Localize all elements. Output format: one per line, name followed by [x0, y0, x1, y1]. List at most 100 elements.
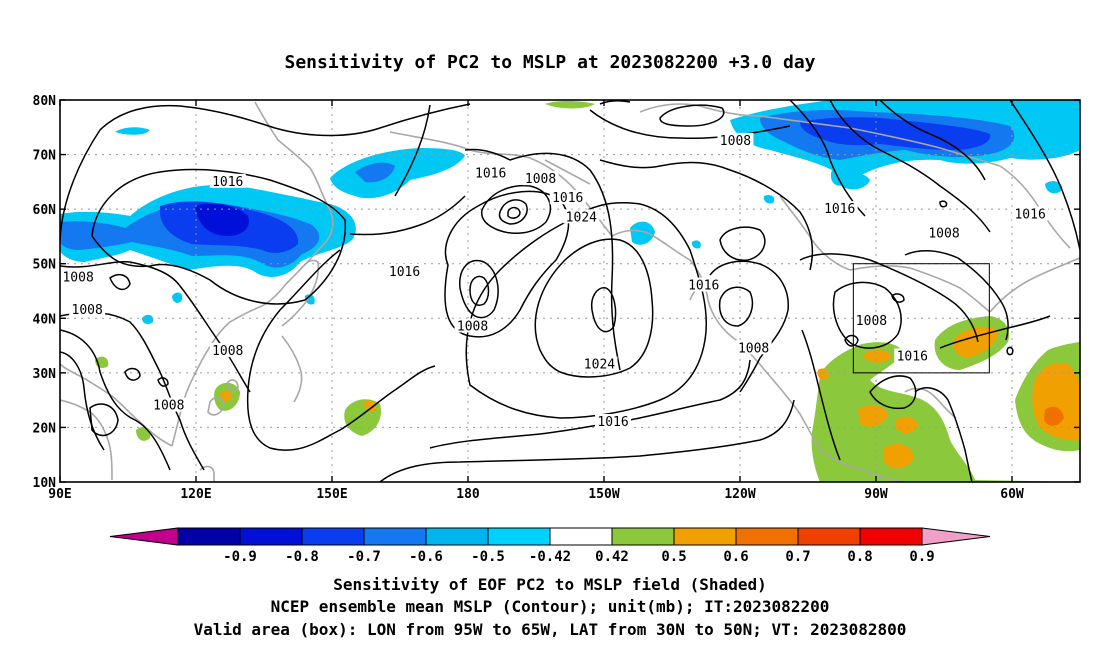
colorbar-swatch — [363, 527, 427, 546]
contour-label-bg — [595, 413, 632, 428]
contour-label: 1008 — [720, 134, 751, 149]
colorbar-label: -0.42 — [529, 549, 571, 565]
colorbar-label: 0.8 — [847, 549, 872, 565]
contour-label: 1016 — [475, 167, 506, 182]
colorbar-swatch — [425, 527, 489, 546]
lat-tick-label: 40N — [33, 312, 57, 327]
contour-label-bg — [69, 302, 106, 317]
lat-tick-label: 80N — [33, 94, 57, 109]
contour-label-bg — [522, 171, 559, 186]
caption-line-1: Sensitivity of EOF PC2 to MSLP field (Sh… — [333, 575, 766, 594]
contour-label: 1008 — [153, 399, 184, 414]
lat-tick-label: 30N — [33, 367, 57, 382]
colorbar-swatch — [859, 527, 923, 546]
contour-label: 1008 — [525, 172, 556, 187]
negative-sensitivity-shading — [60, 100, 1080, 325]
contour-label: 1008 — [856, 314, 887, 329]
caption-line-3: Valid area (box): LON from 95W to 65W, L… — [194, 620, 907, 639]
contour-label: 1024 — [584, 358, 615, 373]
contour-labels: 1016 1008 1008 1008 1008 1016 1016 1008 1016 1024… — [60, 132, 1049, 430]
contour-label: 1024 — [566, 210, 597, 225]
colorbar-swatch — [611, 527, 675, 546]
colorbar: -0.9 -0.8 -0.7 -0.6 -0.5 -0.42 0.42 0.5 0.6 0.7 0.… — [109, 527, 991, 565]
map-frame — [59, 99, 1081, 483]
contour-label: 1016 — [688, 279, 719, 294]
contour-label: 1016 — [824, 202, 855, 217]
contour-label-bg — [549, 190, 586, 205]
lat-lon-gridlines — [60, 100, 1080, 482]
colorbar-swatch — [797, 527, 861, 546]
positive-sensitivity-shading — [95, 101, 1080, 482]
contour-label-bg — [685, 277, 722, 292]
contour-label-bg — [581, 356, 618, 371]
colorbar-swatch — [673, 527, 737, 546]
valid-area-box — [852, 263, 990, 374]
mslp-contours — [60, 100, 1080, 482]
contour-label-bg — [60, 269, 97, 284]
colorbar-label: -0.5 — [471, 549, 505, 565]
lat-tick-label: 60N — [33, 203, 57, 218]
colorbar-swatch — [177, 527, 241, 546]
contour-label-bg — [472, 165, 509, 180]
colorbar-swatch — [109, 527, 179, 546]
colorbar-label: -0.9 — [223, 549, 257, 565]
contour-label: 1008 — [62, 270, 93, 285]
colorbar-label: 0.5 — [661, 549, 686, 565]
colorbar-swatch — [921, 527, 991, 546]
contour-label: 1016 — [597, 415, 628, 430]
contour-label-bg — [735, 340, 772, 355]
contour-label: 1016 — [1014, 208, 1045, 223]
map-title: Sensitivity of PC2 to MSLP at 2023082200… — [284, 52, 815, 73]
colorbar-label: 0.7 — [785, 549, 810, 565]
contour-label: 1008 — [928, 227, 959, 242]
contour-label: 1008 — [457, 319, 488, 334]
map-panel: 1016 1008 1008 1008 1008 1016 1016 1008 1016 1024… — [33, 94, 1081, 502]
lon-tick-label: 120E — [180, 487, 211, 502]
colorbar-swatch — [239, 527, 303, 546]
lon-tick-label: 120W — [724, 487, 755, 502]
contour-label-bg — [717, 132, 754, 147]
contour-label-bg — [150, 397, 187, 412]
lat-tick-label: 20N — [33, 421, 57, 436]
lon-tick-label: 90W — [864, 487, 888, 502]
colorbar-swatch — [487, 527, 551, 546]
contour-label: 1016 — [389, 265, 420, 280]
contour-label-bg — [926, 225, 962, 240]
contour-label: 1008 — [212, 344, 243, 359]
contour-label-bg — [209, 343, 246, 358]
colorbar-swatch — [301, 527, 365, 546]
contour-label-bg — [386, 263, 423, 278]
contour-label-bg — [853, 313, 890, 328]
contour-label: 1016 — [552, 191, 583, 206]
colorbar-label: -0.8 — [285, 549, 319, 565]
axis-ticks: 90E 120E 150E 180 150W 120W 90W 60W 10N 20N 30N 40N… — [33, 94, 1080, 502]
lat-tick-label: 50N — [33, 258, 57, 273]
contour-label-bg — [894, 348, 931, 363]
colorbar-label: 0.42 — [595, 549, 629, 565]
coastlines — [60, 101, 1080, 482]
colorbar-swatch — [549, 527, 613, 546]
lon-tick-label: 60W — [1000, 487, 1024, 502]
contour-label-bg — [563, 209, 600, 224]
contour-label: 1016 — [897, 349, 928, 364]
contour-label-bg — [209, 173, 246, 188]
lon-tick-label: 180 — [456, 487, 480, 502]
contour-label-bg — [454, 318, 491, 333]
colorbar-label: -0.7 — [347, 549, 381, 565]
lat-tick-label: 70N — [33, 149, 57, 164]
contour-label-bg — [1012, 206, 1049, 221]
colorbar-label: 0.6 — [723, 549, 748, 565]
colorbar-label: -0.6 — [409, 549, 443, 565]
contour-label: 1008 — [738, 341, 769, 356]
lon-tick-label: 90E — [48, 487, 71, 502]
lat-tick-label: 10N — [33, 476, 57, 491]
contour-label: 1008 — [72, 303, 103, 318]
colorbar-swatch — [735, 527, 799, 546]
caption-line-2: NCEP ensemble mean MSLP (Contour); unit(… — [271, 597, 830, 616]
contour-label: 1016 — [212, 175, 243, 190]
colorbar-label: 0.9 — [909, 549, 934, 565]
contour-label-bg — [821, 201, 858, 216]
lon-tick-label: 150E — [316, 487, 347, 502]
lon-tick-label: 150W — [588, 487, 619, 502]
